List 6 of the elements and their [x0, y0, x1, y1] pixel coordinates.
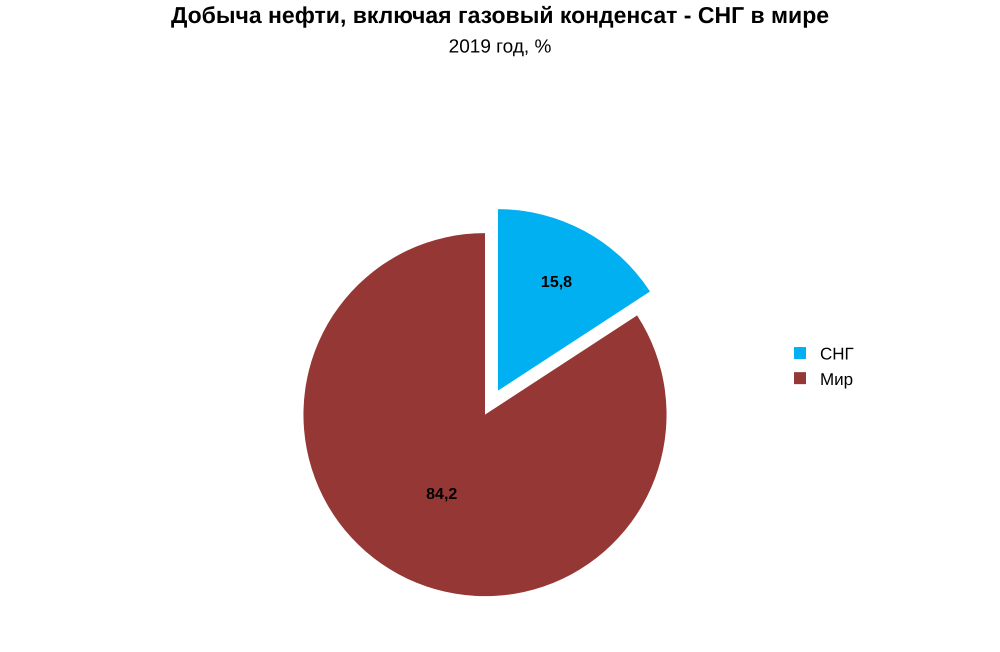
data-label: 15,8	[540, 274, 572, 292]
data-label: 84,2	[426, 486, 458, 503]
legend-label: СНГ	[820, 344, 854, 364]
chart-subtitle: 2019 год, %	[448, 36, 552, 58]
legend-label: Мир	[820, 370, 854, 389]
chart-title: Добыча нефти, включая газовый конденсат - СНГ в мире	[170, 2, 830, 28]
